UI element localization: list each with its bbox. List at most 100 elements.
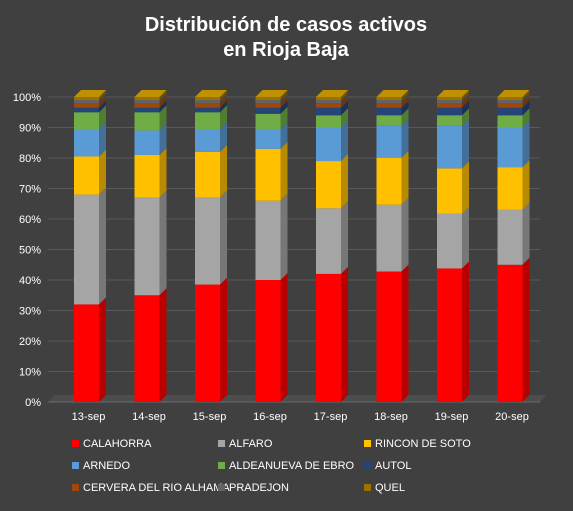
bar-segment-alfaro <box>376 204 402 272</box>
bar-side <box>280 273 288 402</box>
bar-side <box>159 90 167 101</box>
bar-side <box>220 277 227 402</box>
bar-side <box>401 197 409 272</box>
chart-floor <box>48 395 547 403</box>
bar-side <box>522 93 530 104</box>
y-tick-label: 60% <box>19 214 41 226</box>
bar-segment-aldeanueva-de-ebro <box>134 112 160 131</box>
bar-side <box>220 144 227 198</box>
bar-top <box>316 90 348 97</box>
bar-top <box>74 90 106 97</box>
bar-top <box>497 90 530 97</box>
bar-segment-cervera-del-rio-alhama <box>134 103 160 108</box>
bar-side <box>462 108 469 126</box>
bar-stack-20-sep <box>497 90 530 402</box>
bar-side <box>462 96 469 108</box>
bar-segment-cervera-del-rio-alhama <box>497 103 523 108</box>
bar-side <box>99 90 106 101</box>
bar-stack-15-sep <box>195 90 227 402</box>
bar-side <box>522 257 530 402</box>
chart-floor-plane <box>48 395 547 402</box>
bar-side <box>522 120 530 168</box>
bar-segment-quel <box>437 97 462 101</box>
bar-side <box>99 100 106 113</box>
bar-segment-arnedo <box>376 125 402 158</box>
bar-side <box>99 187 106 305</box>
bar-side <box>522 202 530 265</box>
bar-stack-14-sep <box>134 90 167 402</box>
legend-label: PRADEJON <box>229 482 289 494</box>
bar-segment-pradejon <box>195 100 220 104</box>
bar-segment-rincon-de-soto <box>255 148 281 201</box>
bar-side <box>99 297 106 402</box>
bar-side <box>341 90 348 101</box>
legend-label: ALDEANUEVA DE EBRO <box>229 460 355 472</box>
x-tick-label: 14-sep <box>132 411 166 423</box>
bar-segment-pradejon <box>74 100 99 104</box>
legend-item: CALAHORRA <box>72 438 152 450</box>
y-tick-label: 40% <box>19 275 41 287</box>
bar-side <box>341 96 348 108</box>
bar-side <box>462 261 469 402</box>
bar-segment-arnedo <box>195 129 220 152</box>
bar-side <box>220 105 227 130</box>
bar-segment-calahorra <box>497 264 523 402</box>
bar-segment-cervera-del-rio-alhama <box>376 103 402 108</box>
bar-side <box>462 206 469 269</box>
bar-segment-quel <box>497 97 523 101</box>
bar-segment-arnedo <box>437 125 462 169</box>
bar-segment-rincon-de-soto <box>74 156 99 195</box>
legend-swatch <box>218 484 225 491</box>
bar-side <box>401 96 409 108</box>
bar-segment-aldeanueva-de-ebro <box>497 115 523 128</box>
bar-stack-16-sep <box>255 90 288 402</box>
bar-stack-19-sep <box>437 90 469 402</box>
bar-side <box>462 100 469 116</box>
bars <box>74 90 530 402</box>
legend-label: RINCON DE SOTO <box>375 438 471 450</box>
legend-item: QUEL <box>364 482 405 494</box>
legend: CALAHORRA ALFARO RINCON DE SOTO ARNEDO ALDEA… <box>72 438 471 494</box>
bar-segment-aldeanueva-de-ebro <box>195 112 220 130</box>
legend-item: ALDEANUEVA DE EBRO <box>218 460 355 472</box>
x-tick-label: 13-sep <box>72 411 106 423</box>
x-tick-label: 18-sep <box>374 411 408 423</box>
bar-segment-rincon-de-soto <box>437 168 462 214</box>
bar-segment-aldeanueva-de-ebro <box>316 115 341 128</box>
bar-segment-aldeanueva-de-ebro <box>74 112 99 130</box>
bar-segment-autol <box>376 107 402 116</box>
chart-title-line-1: Distribución de casos activos <box>145 14 427 36</box>
bar-segment-rincon-de-soto <box>497 167 523 210</box>
legend-label: CALAHORRA <box>83 438 152 450</box>
bar-segment-pradejon <box>255 100 281 104</box>
bar-side <box>280 106 288 130</box>
bar-segment-pradejon <box>376 100 402 104</box>
x-tick-label: 15-sep <box>193 411 227 423</box>
bar-side <box>401 90 409 101</box>
bar-side <box>462 118 469 169</box>
bar-side <box>159 96 167 108</box>
bar-side <box>280 90 288 101</box>
bar-segment-autol <box>437 107 462 116</box>
bar-side <box>341 108 348 128</box>
bar-side <box>99 93 106 104</box>
bar-side <box>280 96 288 108</box>
bar-side <box>401 93 409 104</box>
bar-segment-arnedo <box>497 127 523 168</box>
bar-top <box>255 90 288 97</box>
bar-segment-pradejon <box>134 100 160 104</box>
bar-segment-arnedo <box>316 127 341 162</box>
legend-item: RINCON DE SOTO <box>364 438 471 450</box>
x-tick-label: 17-sep <box>314 411 348 423</box>
bar-segment-alfaro <box>255 200 281 280</box>
bar-side <box>341 93 348 104</box>
bar-segment-cervera-del-rio-alhama <box>437 103 462 108</box>
bar-segment-cervera-del-rio-alhama <box>195 103 220 108</box>
bar-segment-quel <box>134 97 160 101</box>
x-axis: 13-sep 14-sep 15-sep 16-sep 17-sep 18-sep 19-s… <box>72 411 529 423</box>
bar-side <box>280 100 288 114</box>
bar-side <box>220 100 227 113</box>
y-tick-label: 100% <box>13 92 41 104</box>
bar-segment-quel <box>195 97 220 101</box>
